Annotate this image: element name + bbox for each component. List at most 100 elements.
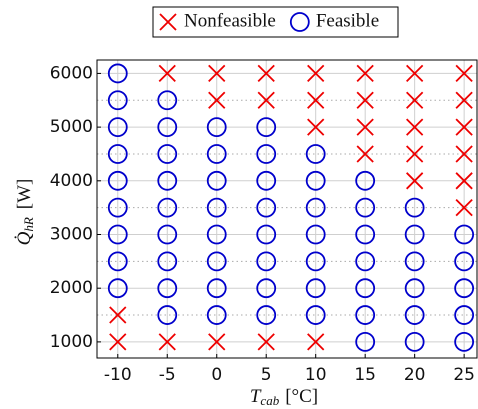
point	[406, 172, 424, 190]
point	[257, 91, 275, 109]
point	[404, 224, 425, 245]
point	[206, 144, 227, 164]
legend-label: Feasible	[316, 10, 379, 31]
legend-marker	[159, 13, 177, 31]
point	[307, 91, 325, 109]
y-tick-label: 5000	[50, 117, 93, 137]
point	[256, 224, 277, 245]
legend-marker	[289, 12, 310, 32]
point	[455, 145, 473, 163]
x-tick-label: 5	[261, 365, 272, 385]
point	[356, 145, 374, 163]
point	[257, 64, 275, 83]
point	[454, 305, 475, 325]
point	[355, 170, 376, 191]
point	[157, 197, 178, 218]
point	[157, 278, 178, 299]
point	[257, 333, 275, 351]
point	[206, 224, 227, 245]
point	[307, 333, 325, 351]
point	[107, 144, 128, 164]
point	[355, 278, 376, 299]
point	[158, 333, 176, 351]
x-axis-label: Tcab [°C]	[250, 386, 318, 408]
point	[256, 144, 277, 164]
point	[355, 331, 376, 352]
point	[307, 118, 325, 136]
point	[406, 118, 424, 136]
point	[206, 278, 227, 299]
point	[406, 91, 424, 109]
point	[404, 278, 425, 299]
point	[107, 117, 128, 138]
point	[109, 306, 127, 324]
y-axis-label: Q̇hR[W]	[13, 179, 36, 246]
x-tick-label: -5	[159, 365, 176, 385]
point	[404, 305, 425, 325]
point	[256, 251, 277, 272]
point	[208, 64, 226, 83]
point	[455, 118, 473, 136]
y-tick-label: 6000	[50, 63, 93, 83]
point	[157, 90, 178, 111]
point	[208, 91, 226, 109]
point	[356, 64, 374, 83]
point	[206, 197, 227, 218]
point	[256, 278, 277, 299]
point	[356, 118, 374, 136]
x-tick-label: 15	[354, 365, 376, 385]
point	[206, 170, 227, 191]
x-tick-label: 20	[404, 365, 426, 385]
point	[454, 224, 475, 245]
point	[455, 91, 473, 109]
point	[305, 170, 326, 191]
point	[206, 117, 227, 138]
point	[404, 197, 425, 218]
point	[107, 90, 128, 111]
point	[356, 91, 374, 109]
point	[256, 117, 277, 138]
point	[256, 197, 277, 218]
legend-label: Nonfeasible	[184, 10, 276, 31]
legend-box	[152, 6, 399, 38]
y-tick-label: 2000	[50, 278, 93, 298]
x-tick-label: -10	[104, 365, 132, 385]
point	[355, 305, 376, 325]
point	[406, 64, 424, 83]
point	[355, 197, 376, 218]
point	[454, 251, 475, 272]
point	[455, 172, 473, 190]
point	[208, 333, 226, 351]
point	[355, 224, 376, 245]
point	[305, 305, 326, 325]
point	[454, 278, 475, 299]
point	[107, 278, 128, 299]
point	[157, 251, 178, 272]
point	[107, 197, 128, 218]
point	[107, 251, 128, 272]
point	[305, 144, 326, 164]
point	[454, 331, 475, 352]
point	[157, 170, 178, 191]
point	[157, 305, 178, 325]
point	[206, 305, 227, 325]
point	[305, 251, 326, 272]
point	[455, 64, 473, 83]
point	[455, 199, 473, 217]
plot-frame	[96, 59, 478, 359]
y-tick-label: 4000	[50, 171, 93, 191]
point	[107, 63, 128, 84]
y-tick-label: 3000	[50, 225, 93, 245]
y-tick-label: 1000	[50, 332, 93, 352]
point	[107, 170, 128, 191]
point	[107, 224, 128, 245]
x-tick-label: 10	[305, 365, 327, 385]
point	[157, 224, 178, 245]
x-tick-label: 25	[453, 365, 475, 385]
point	[305, 197, 326, 218]
point	[256, 305, 277, 325]
point	[305, 278, 326, 299]
point	[355, 251, 376, 272]
